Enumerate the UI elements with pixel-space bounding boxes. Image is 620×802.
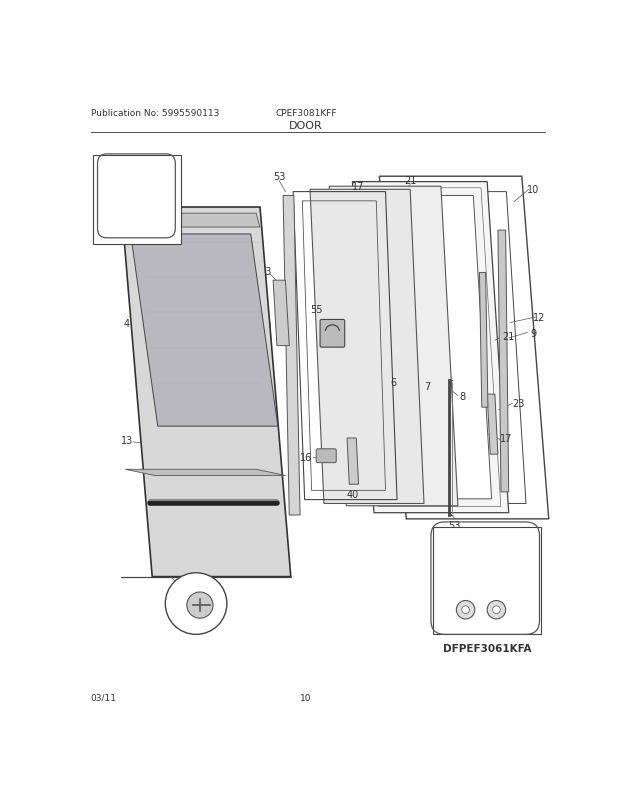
Text: 18: 18: [444, 622, 456, 632]
Text: 53: 53: [449, 520, 461, 530]
Polygon shape: [479, 273, 488, 407]
FancyBboxPatch shape: [316, 449, 336, 463]
Text: 10: 10: [527, 185, 539, 195]
Text: 40: 40: [242, 306, 255, 317]
Text: 55: 55: [310, 305, 322, 315]
Polygon shape: [366, 196, 492, 499]
Text: 60B: 60B: [175, 577, 192, 587]
Polygon shape: [347, 439, 358, 484]
Polygon shape: [261, 323, 272, 373]
Text: 6: 6: [390, 377, 396, 387]
Polygon shape: [487, 395, 498, 455]
Text: Publication No: 5995590113: Publication No: 5995590113: [91, 108, 219, 118]
Text: 12: 12: [533, 313, 546, 322]
Text: 10: 10: [301, 693, 312, 702]
Text: DFPEF3061KFA: DFPEF3061KFA: [443, 643, 531, 654]
Text: 39: 39: [146, 379, 158, 390]
Polygon shape: [310, 190, 424, 504]
Polygon shape: [125, 470, 285, 476]
Bar: [433, 527, 541, 634]
Polygon shape: [352, 182, 508, 513]
Text: 40: 40: [347, 489, 358, 500]
Polygon shape: [131, 235, 278, 427]
Text: 7: 7: [424, 382, 430, 392]
Bar: [93, 156, 182, 245]
Polygon shape: [283, 196, 300, 516]
Text: 16: 16: [300, 452, 312, 463]
Polygon shape: [498, 231, 508, 492]
Circle shape: [166, 573, 227, 634]
Circle shape: [462, 606, 469, 614]
Circle shape: [487, 601, 506, 619]
Text: 23: 23: [512, 399, 524, 409]
Text: 03/11: 03/11: [91, 693, 117, 702]
Text: 13: 13: [121, 435, 133, 446]
Text: CPEF3081KFF: CPEF3081KFF: [275, 108, 337, 118]
Circle shape: [187, 592, 213, 618]
Polygon shape: [395, 192, 526, 504]
Text: 17: 17: [352, 182, 364, 192]
Polygon shape: [125, 214, 260, 228]
Text: 53: 53: [273, 172, 285, 182]
Text: 17: 17: [500, 433, 513, 444]
Text: 9: 9: [530, 328, 536, 338]
Polygon shape: [122, 208, 291, 577]
Text: 21: 21: [503, 331, 515, 341]
Text: 23: 23: [259, 266, 272, 277]
Text: 4: 4: [124, 318, 130, 328]
Text: 8: 8: [459, 391, 466, 401]
Text: DOOR: DOOR: [290, 120, 323, 131]
Circle shape: [492, 606, 500, 614]
Polygon shape: [273, 281, 290, 346]
Text: 20: 20: [107, 233, 119, 244]
FancyBboxPatch shape: [320, 320, 345, 348]
Text: 21: 21: [404, 176, 417, 186]
Polygon shape: [329, 187, 458, 506]
Circle shape: [456, 601, 475, 619]
